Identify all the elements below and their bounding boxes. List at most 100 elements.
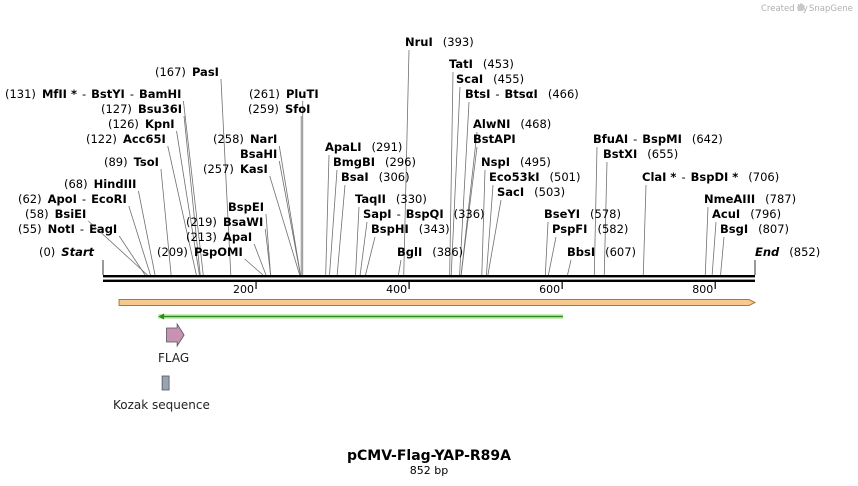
site-label[interactable]: AcuI (796) <box>712 207 781 221</box>
site-label[interactable]: BseYI (578) <box>544 207 621 221</box>
site-position: (655) <box>647 147 678 161</box>
site-position: (466) <box>548 87 579 101</box>
enzyme-name: EcoRI <box>91 192 127 206</box>
enzyme-name: BstAPI <box>473 132 516 146</box>
site-label[interactable]: (258) NarI <box>213 132 277 146</box>
enzyme-name: BmgBI <box>333 155 375 169</box>
flag-feature-label: FLAG <box>158 351 189 365</box>
enzyme-name: BspHI <box>371 222 409 236</box>
site-label[interactable]: NmeAIII (787) <box>704 192 796 206</box>
site-connector <box>176 130 200 276</box>
site-label[interactable]: (89) TsoI <box>104 155 159 169</box>
site-connector <box>244 258 264 276</box>
site-label[interactable]: BglI (386) <box>397 245 463 259</box>
enzyme-name: Eco53kI <box>489 170 540 184</box>
enzyme-name: NarI <box>250 132 277 146</box>
enzyme-name: ClaI * <box>642 170 676 184</box>
site-position: (0) <box>39 245 55 259</box>
site-position: (261) <box>249 87 280 101</box>
site-position: (578) <box>590 207 621 221</box>
site-label[interactable]: AlwNI (468) <box>473 117 551 131</box>
site-label[interactable]: ClaI * - BspDI * (706) <box>642 170 779 184</box>
site-connector <box>487 199 502 276</box>
created-by-text: Created by <box>761 4 808 14</box>
site-label[interactable]: BspEI <box>228 200 264 214</box>
site-label[interactable]: TaqII (330) <box>355 192 427 206</box>
site-label[interactable]: BsaI (306) <box>341 170 410 184</box>
orf-feature[interactable] <box>118 299 757 306</box>
site-label[interactable]: (0) Start <box>39 245 95 259</box>
kozak-feature[interactable] <box>161 375 170 391</box>
site-label[interactable]: PspFI (582) <box>552 222 628 236</box>
site-connector <box>160 168 172 276</box>
site-label[interactable]: SapI - BspQI (336) <box>363 207 485 221</box>
ruler-tick-label: 400 <box>386 283 407 296</box>
site-label[interactable]: BsgI (807) <box>720 222 789 236</box>
site-label[interactable]: (209) PspOMI <box>157 245 243 259</box>
feature-track: FLAG Kozak sequence <box>113 299 757 412</box>
site-position: (852) <box>789 245 820 259</box>
flag-feature-arrow[interactable] <box>166 322 185 348</box>
site-label[interactable]: BspHI (343) <box>371 222 450 236</box>
site-label[interactable]: BbsI (607) <box>567 245 636 259</box>
site-label[interactable]: (126) KpnI <box>108 117 175 131</box>
enzyme-name: AlwNI <box>473 117 510 131</box>
site-label[interactable]: (213) ApaI <box>186 230 252 244</box>
site-position: (219) <box>186 215 217 229</box>
site-label[interactable]: (58) BsiEI <box>25 207 86 221</box>
site-label[interactable]: NspI (495) <box>481 155 551 169</box>
site-connector <box>265 213 271 276</box>
site-label[interactable]: (259) SfoI <box>248 102 310 116</box>
site-label[interactable]: (127) Bsu36I <box>101 102 182 116</box>
primer-arrowhead-icon <box>158 313 165 320</box>
site-connector <box>325 154 330 276</box>
site-label[interactable]: BstAPI <box>473 132 516 146</box>
site-connector-group <box>88 49 756 276</box>
enzyme-name: BbsI <box>567 245 595 259</box>
site-connector <box>642 184 647 276</box>
site-label[interactable]: Eco53kI (501) <box>489 170 580 184</box>
site-position: - <box>82 192 86 206</box>
enzyme-name: BstYI <box>91 87 125 101</box>
site-position: (167) <box>155 65 186 79</box>
site-label[interactable]: BsaHI <box>240 147 277 161</box>
ruler-tick-label: 200 <box>233 283 254 296</box>
enzyme-name: BspMI <box>642 132 682 146</box>
site-connector <box>336 184 346 276</box>
site-label[interactable]: SacI (503) <box>497 185 565 199</box>
site-label[interactable]: BtsI - BtsαI (466) <box>465 87 579 101</box>
site-label[interactable]: (261) PluTI <box>249 87 319 101</box>
enzyme-name: BspEI <box>228 200 264 214</box>
enzyme-name: TsoI <box>134 155 159 169</box>
site-position: (501) <box>550 170 581 184</box>
site-label[interactable]: (167) PasI <box>155 65 219 79</box>
site-connector <box>88 220 148 276</box>
site-label[interactable]: (62) ApoI - EcoRI <box>18 192 127 206</box>
site-position: - <box>130 87 134 101</box>
enzyme-name: TaqII <box>355 192 386 206</box>
brand-name: SnapGene <box>809 4 853 14</box>
site-label[interactable]: ApaLI (291) <box>325 140 402 154</box>
site-position: - <box>681 170 685 184</box>
site-position: - <box>633 132 637 146</box>
site-label[interactable]: NruI (393) <box>405 35 474 49</box>
enzyme-name: PspOMI <box>194 245 243 259</box>
site-label[interactable]: (219) BsaWI <box>186 215 263 229</box>
site-label[interactable]: (68) HindIII <box>64 177 136 191</box>
site-label[interactable]: TatI (453) <box>449 57 514 71</box>
site-label[interactable]: ScaI (455) <box>456 72 524 86</box>
site-label[interactable]: (257) KasI <box>203 162 268 176</box>
site-label[interactable]: (122) Acc65I <box>86 132 166 146</box>
site-position: (127) <box>101 102 132 116</box>
site-position: (503) <box>534 185 565 199</box>
enzyme-name: BspQI <box>406 207 444 221</box>
site-label[interactable]: BfuAI - BspMI (642) <box>593 132 723 146</box>
site-label[interactable]: BstXI (655) <box>603 147 678 161</box>
site-label[interactable]: (131) MfII * - BstYI - BamHI <box>5 87 181 101</box>
site-label[interactable]: BmgBI (296) <box>333 155 416 169</box>
site-label[interactable]: (55) NotI - EagI <box>18 222 117 236</box>
site-position: (126) <box>108 117 139 131</box>
site-label[interactable]: End (852) <box>755 245 820 259</box>
site-position: (336) <box>454 207 485 221</box>
site-position: (89) <box>104 155 128 169</box>
